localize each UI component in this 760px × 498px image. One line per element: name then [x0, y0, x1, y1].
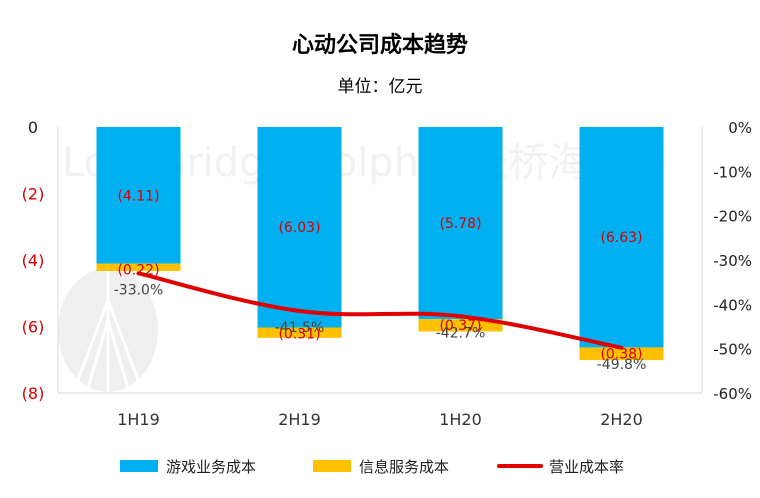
category-label: 2H19 [278, 410, 321, 429]
category-label: 1H20 [439, 410, 482, 429]
data-label-cost-rate: -49.8% [597, 357, 647, 373]
data-label-game-cost: (4.11) [117, 188, 159, 204]
category-label: 1H19 [117, 410, 160, 429]
labels-layer: (4.11) (6.03) (5.78) (6.63) (0.22) -33.0% (0.3… [114, 188, 647, 372]
data-label-info-cost: (0.38) [600, 346, 642, 362]
data-label-info-cost: (0.37) [439, 318, 481, 334]
category-labels: 1H19 2H19 1H20 2H20 [117, 410, 643, 429]
legend-item-game-cost: 游戏业务成本 [120, 458, 256, 476]
right-tick-label: -30% [713, 252, 752, 270]
legend: 游戏业务成本 信息服务成本 营业成本率 [120, 458, 624, 476]
left-y-axis: 0 (2) (4) (6) (8) [22, 118, 45, 403]
left-tick-label: 0 [28, 118, 38, 137]
right-tick-label: -50% [713, 341, 752, 359]
bar-game-cost [579, 127, 664, 348]
line-operating-cost-rate [136, 271, 624, 350]
bar-info-cost [96, 263, 181, 271]
legend-swatch [120, 460, 158, 472]
legend-item-info-cost: 信息服务成本 [313, 458, 449, 476]
watermark-logo [58, 268, 158, 392]
data-label-info-cost: (0.31) [278, 326, 320, 342]
bar-info-cost [579, 347, 664, 361]
bar-info-cost [257, 327, 342, 338]
legend-label: 营业成本率 [549, 458, 624, 476]
left-tick-label: (4) [22, 251, 45, 270]
right-tick-label: -60% [713, 385, 752, 403]
line-layer [136, 271, 624, 350]
data-label-cost-rate: -41.5% [275, 320, 325, 336]
chart-subtitle: 单位：亿元 [338, 77, 423, 97]
data-label-cost-rate: -42.7% [436, 325, 486, 341]
left-tick-label: (8) [22, 384, 45, 403]
bar-game-cost [418, 127, 503, 320]
data-label-game-cost: (6.03) [278, 220, 320, 236]
legend-item-cost-rate: 营业成本率 [497, 458, 624, 476]
legend-label: 游戏业务成本 [166, 458, 256, 476]
chart-title: 心动公司成本趋势 [292, 32, 468, 58]
data-label-game-cost: (5.78) [439, 216, 481, 232]
bar-game-cost [257, 127, 342, 328]
left-tick-label: (2) [22, 185, 45, 204]
data-label-game-cost: (6.63) [600, 230, 642, 246]
right-tick-label: -20% [713, 208, 752, 226]
category-label: 2H20 [600, 410, 643, 429]
bar-game-cost [96, 127, 181, 264]
legend-swatch [313, 460, 351, 472]
right-tick-label: -10% [713, 163, 752, 181]
bars-layer [96, 127, 664, 361]
right-y-axis: 0% -10% -20% -30% -40% -50% -60% [713, 119, 752, 403]
data-label-info-cost: (0.22) [117, 263, 159, 279]
data-label-cost-rate: -33.0% [114, 282, 164, 298]
legend-label: 信息服务成本 [359, 458, 449, 476]
bar-info-cost [418, 319, 503, 332]
right-tick-label: 0% [728, 119, 752, 137]
right-tick-label: -40% [713, 296, 752, 314]
left-tick-label: (6) [22, 318, 45, 337]
